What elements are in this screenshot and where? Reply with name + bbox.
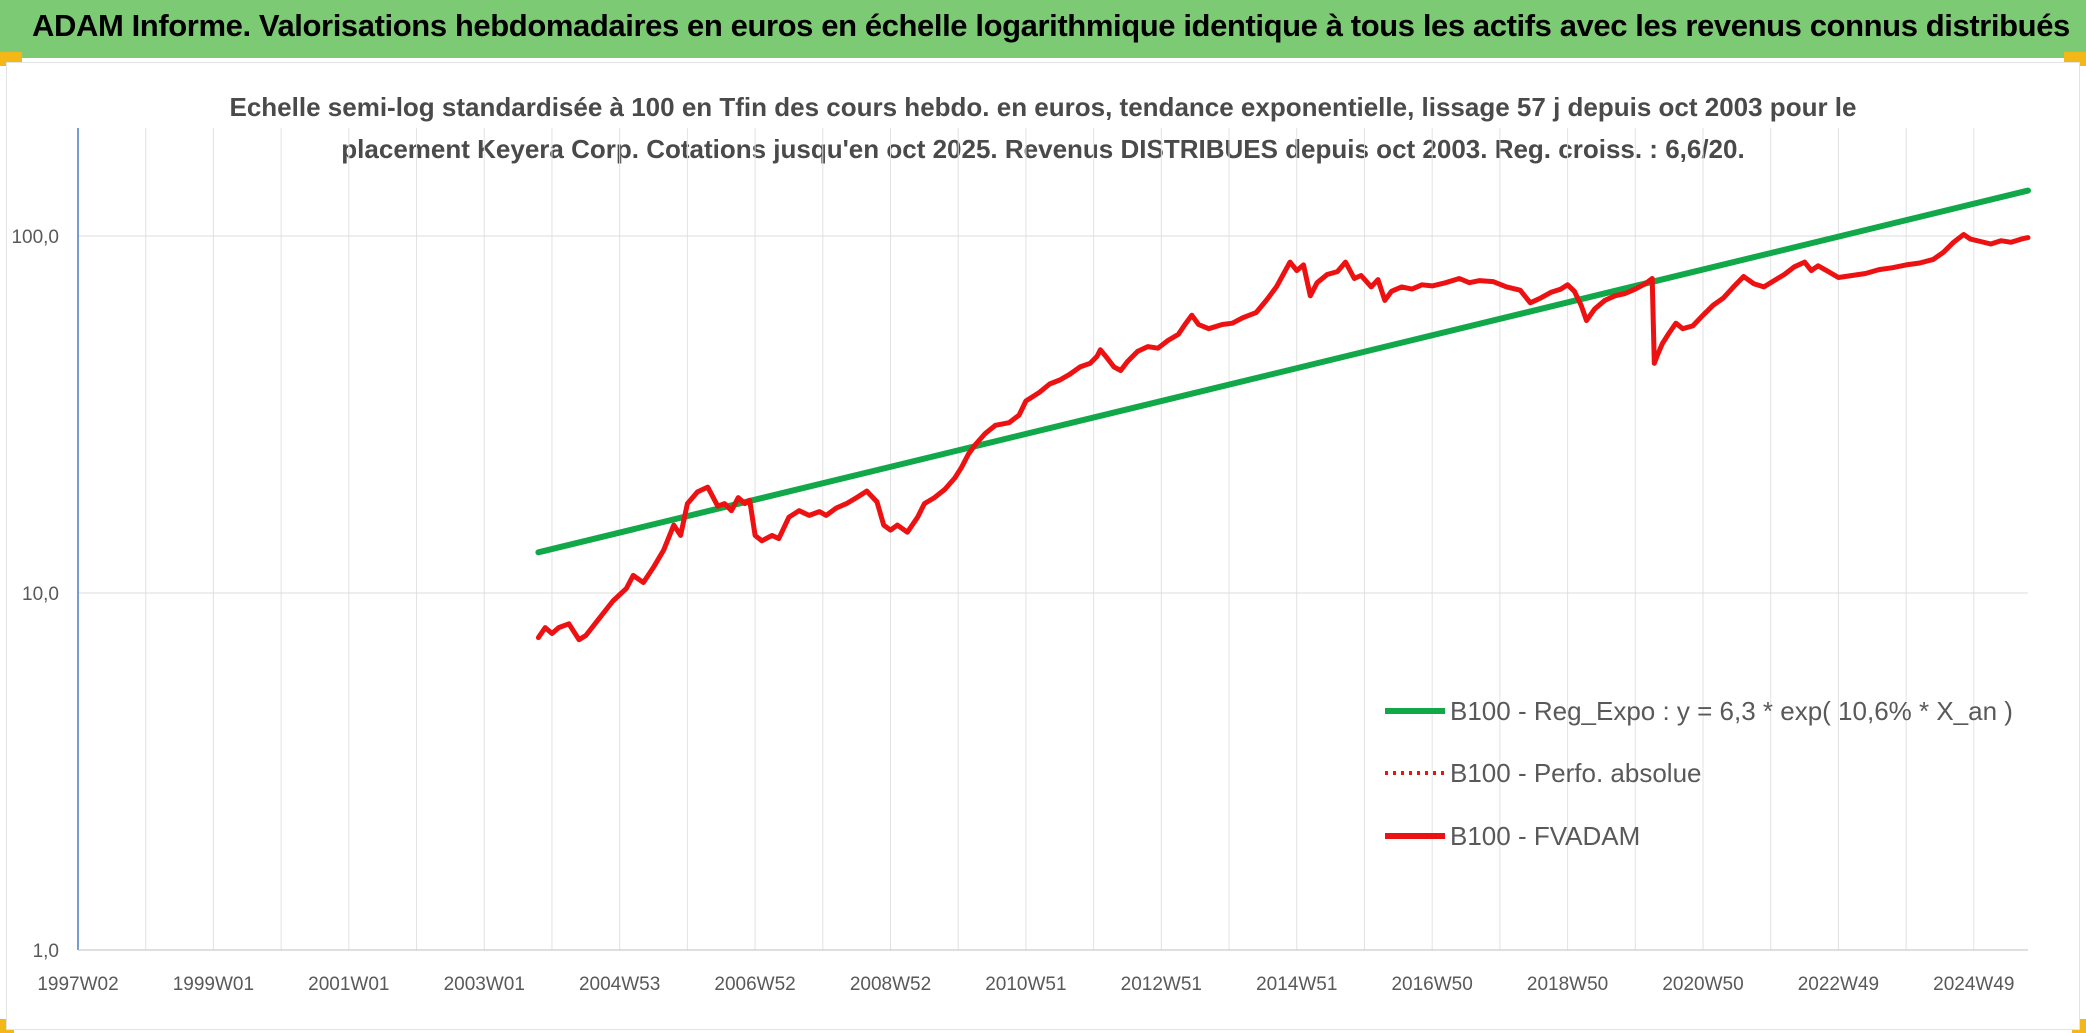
legend-entry: B100 - Reg_Expo : y = 6,3 * exp( 10,6% *…: [1450, 696, 2013, 726]
x-tick-label: 2024W49: [1933, 974, 2014, 995]
x-tick-label: 2014W51: [1256, 974, 1337, 995]
report-title: ADAM Informe. Valorisations hebdomadaire…: [32, 8, 2070, 43]
series-line-2: [535, 232, 2031, 643]
chart-title-line-1: Echelle semi-log standardisée à 100 en T…: [229, 92, 1857, 122]
x-tick-label: 2004W53: [579, 974, 660, 995]
x-tick-label: 2022W49: [1798, 974, 1879, 995]
x-tick-label: 2012W51: [1121, 974, 1202, 995]
x-tick-label: 2008W52: [850, 974, 931, 995]
y-tick-label: 10,0: [22, 584, 59, 605]
x-tick-label: 2010W51: [985, 974, 1066, 995]
x-tick-label: 2006W52: [714, 974, 795, 995]
series-line-0: [535, 187, 2031, 556]
legend: B100 - Reg_Expo : y = 6,3 * exp( 10,6% *…: [1385, 696, 2013, 851]
x-tick-label: 2001W01: [308, 974, 389, 995]
chart-frame: [6, 62, 2080, 1030]
report-header: ADAM Informe. Valorisations hebdomadaire…: [0, 0, 2086, 58]
y-tick-label: 100,0: [11, 227, 59, 248]
x-tick-label: 2018W50: [1527, 974, 1608, 995]
x-tick-label: 2020W50: [1662, 974, 1743, 995]
legend-entry: B100 - Perfo. absolue: [1450, 758, 1702, 788]
legend-entry: B100 - FVADAM: [1450, 821, 1640, 851]
series-lines: [535, 187, 2031, 643]
axes: 1,0 10,0 100,0 1997W02 1999W01 2001W01 2003W01…: [11, 128, 2028, 995]
x-tick-label: 1997W02: [37, 974, 118, 995]
chart-title-line-2: placement Keyera Corp. Cotations jusqu'e…: [341, 134, 1745, 164]
y-tick-label: 1,0: [33, 941, 59, 962]
grid-lines: [77, 128, 2028, 951]
x-tick-label: 2003W01: [444, 974, 525, 995]
x-tick-label: 2016W50: [1391, 974, 1472, 995]
x-tick-label: 1999W01: [173, 974, 254, 995]
